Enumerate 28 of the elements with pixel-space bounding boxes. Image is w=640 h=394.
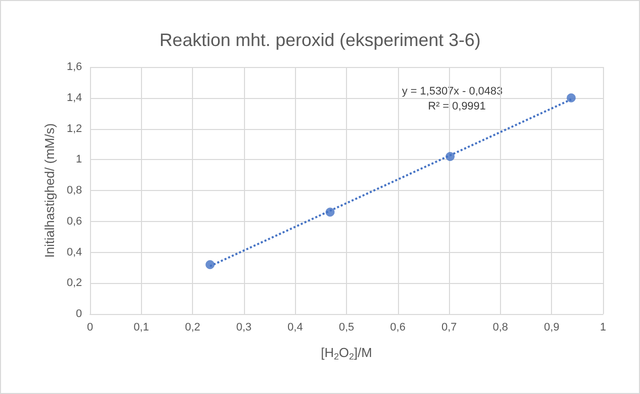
x-tick-label: 0: [86, 322, 94, 334]
y-tick-label: 1: [76, 154, 82, 166]
point: [446, 152, 455, 162]
x-tick-label: 0,4: [288, 322, 303, 334]
y-axis-title: Initialhastighed/ (mM/s): [42, 123, 57, 258]
y-tick-label: 0: [76, 308, 82, 320]
point: [326, 208, 335, 217]
annotation: y = 1,5307x - 0,0483: [402, 86, 503, 98]
y-tick-label: 1,2: [66, 122, 82, 135]
x-tick-label: 0,8: [492, 322, 508, 334]
point: [566, 93, 576, 102]
chart-title: Reaktion mht. peroxid (eksperiment 3-6): [159, 30, 481, 50]
x-tick-label: 0,1: [134, 322, 149, 334]
y-tick-label: 0,2: [66, 277, 82, 290]
y-tick-label: 1,6: [66, 61, 82, 73]
point: [206, 260, 215, 270]
annotation: R² = 0,9991: [428, 100, 486, 112]
x-tick-label: 1: [600, 322, 606, 334]
y-tick-label: 0,6: [66, 215, 82, 228]
x-tick-label: 0,9: [544, 322, 560, 334]
y-tick-label: 0,4: [66, 246, 82, 258]
x-tick-label: 0,2: [184, 322, 200, 334]
x-tick-label: 0,7: [441, 322, 457, 334]
x-tick-label: 0,6: [390, 322, 406, 334]
y-tick-label: 1,4: [66, 92, 82, 104]
y-tick-label: 0,8: [66, 184, 82, 196]
x-tick-label: 0,5: [338, 322, 354, 334]
x-tick-label: 0,3: [236, 322, 252, 334]
